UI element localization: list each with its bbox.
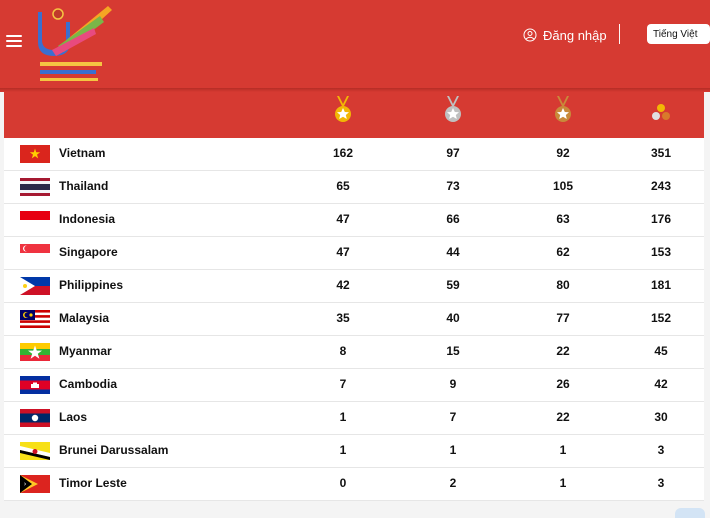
table-header	[4, 92, 704, 138]
philippines-flag-icon	[20, 277, 50, 295]
silver-count: 1	[449, 443, 457, 457]
silver-count: 66	[446, 212, 460, 226]
table-row[interactable]: Myanmar 8 15 22 45	[4, 336, 704, 369]
total-count: 181	[650, 278, 672, 292]
hamburger-menu-icon[interactable]	[6, 35, 22, 47]
gold-count: 0	[339, 476, 347, 490]
country-name: Singapore	[59, 245, 118, 259]
table-row[interactable]: Philippines 42 59 80 181	[4, 270, 704, 303]
gold-count: 162	[332, 146, 354, 160]
country-name: Thailand	[59, 179, 109, 193]
gold-count: 1	[339, 410, 347, 424]
table-row[interactable]: Malaysia 35 40 77 152	[4, 303, 704, 336]
bronze-count: 105	[552, 179, 574, 193]
header-shadow	[0, 88, 710, 92]
table-row[interactable]: Thailand 65 73 105 243	[4, 171, 704, 204]
medal-table: Vietnam 162 97 92 351 Thailand 65 73 105…	[4, 138, 704, 501]
bronze-medal-icon	[555, 96, 571, 122]
gold-medal-icon	[335, 96, 351, 122]
country-name: Malaysia	[59, 311, 110, 325]
scroll-to-top-button[interactable]	[675, 508, 705, 518]
country-name: Indonesia	[59, 212, 116, 226]
login-link[interactable]: Đăng nhập	[523, 26, 607, 44]
gold-count: 42	[336, 278, 350, 292]
login-label: Đăng nhập	[543, 27, 607, 43]
gold-count: 7	[339, 377, 347, 391]
thailand-flag-icon	[20, 178, 50, 196]
table-row[interactable]: Cambodia 7 9 26 42	[4, 369, 704, 402]
bronze-count: 77	[556, 311, 570, 325]
gold-count: 1	[339, 443, 347, 457]
silver-count: 15	[446, 344, 460, 358]
table-row[interactable]: Vietnam 162 97 92 351	[4, 138, 704, 171]
gold-count: 47	[336, 245, 350, 259]
country-name: Vietnam	[59, 146, 106, 160]
indonesia-flag-icon	[20, 211, 50, 229]
total-count: 45	[654, 344, 668, 358]
silver-count: 44	[446, 245, 460, 259]
bronze-count: 62	[556, 245, 570, 259]
header-divider	[619, 24, 620, 44]
vietnam-flag-icon	[20, 145, 50, 163]
total-count: 351	[650, 146, 672, 160]
country-name: Cambodia	[59, 377, 118, 391]
total-count: 153	[650, 245, 672, 259]
total-count: 30	[654, 410, 668, 424]
silver-count: 40	[446, 311, 460, 325]
total-count: 3	[657, 443, 665, 457]
country-name: Brunei Darussalam	[59, 443, 169, 457]
silver-medal-icon	[445, 96, 461, 122]
bronze-count: 80	[556, 278, 570, 292]
gold-count: 47	[336, 212, 350, 226]
bronze-count: 1	[559, 443, 567, 457]
silver-count: 9	[449, 377, 457, 391]
silver-count: 73	[446, 179, 460, 193]
total-medals-icon	[652, 104, 670, 120]
total-count: 152	[650, 311, 672, 325]
bronze-count: 22	[556, 344, 570, 358]
total-count: 243	[650, 179, 672, 193]
country-name: Myanmar	[59, 344, 112, 358]
total-count: 42	[654, 377, 668, 391]
country-name: Laos	[59, 410, 88, 424]
malaysia-flag-icon	[20, 310, 50, 328]
table-row[interactable]: Timor Leste 0 2 1 3	[4, 468, 704, 501]
table-row[interactable]: Indonesia 47 66 63 176	[4, 204, 704, 237]
singapore-flag-icon	[20, 244, 50, 262]
bronze-count: 63	[556, 212, 570, 226]
country-name: Philippines	[59, 278, 124, 292]
user-icon	[523, 28, 537, 42]
silver-count: 97	[446, 146, 460, 160]
total-count: 176	[650, 212, 672, 226]
language-selector[interactable]: Tiếng Việt	[647, 24, 710, 44]
cambodia-flag-icon	[20, 376, 50, 394]
myanmar-flag-icon	[20, 343, 50, 361]
gold-count: 8	[339, 344, 347, 358]
sea-games-logo[interactable]	[28, 2, 118, 86]
bronze-count: 26	[556, 377, 570, 391]
timor-leste-flag-icon	[20, 475, 50, 493]
gold-count: 35	[336, 311, 350, 325]
table-row[interactable]: Laos 1 7 22 30	[4, 402, 704, 435]
bronze-count: 22	[556, 410, 570, 424]
table-row[interactable]: Singapore 47 44 62 153	[4, 237, 704, 270]
country-name: Timor Leste	[59, 476, 127, 490]
total-count: 3	[657, 476, 665, 490]
gold-count: 65	[336, 179, 350, 193]
laos-flag-icon	[20, 409, 50, 427]
site-header: Đăng nhập Tiếng Việt	[0, 0, 710, 88]
silver-count: 59	[446, 278, 460, 292]
table-row[interactable]: Brunei Darussalam 1 1 1 3	[4, 435, 704, 468]
bronze-count: 92	[556, 146, 570, 160]
silver-count: 7	[449, 410, 457, 424]
silver-count: 2	[449, 476, 457, 490]
brunei-flag-icon	[20, 442, 50, 460]
bronze-count: 1	[559, 476, 567, 490]
